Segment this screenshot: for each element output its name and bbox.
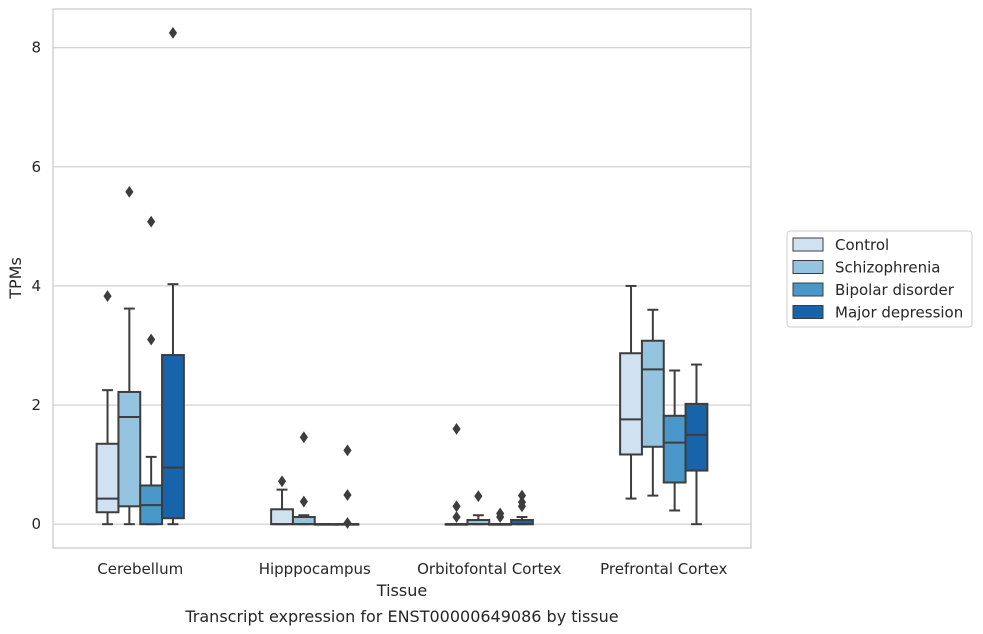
box-iqr (684, 402, 709, 472)
box-iqr (270, 508, 294, 526)
outlier-point (343, 444, 352, 457)
box-3-0 (619, 284, 643, 500)
box-1-3 (335, 444, 360, 529)
box-3-3 (684, 363, 709, 526)
legend-swatch (792, 237, 824, 252)
outlier-point (474, 490, 483, 503)
plot-frame (52, 8, 752, 549)
chart-caption: Transcript expression for ENST0000064908… (184, 607, 618, 626)
outlier-point (452, 511, 461, 523)
legend-label: Bipolar disorder (835, 281, 955, 299)
y-tick-label: 0 (31, 515, 41, 533)
outlier-point (147, 333, 156, 346)
x-tick-label: Orbitofontal Cortex (417, 560, 561, 578)
box-1-0 (270, 475, 294, 526)
outlier-point (343, 489, 352, 501)
legend-swatch (792, 260, 824, 274)
y-tick-label: 2 (31, 396, 41, 414)
outlier-point (168, 26, 178, 39)
legend-item: Schizophrenia (792, 259, 940, 277)
gridlines (53, 47, 751, 525)
box-0-2 (139, 215, 164, 526)
y-axis-label: TPMs (6, 257, 25, 300)
x-tick-label: Hipppocampus (259, 560, 371, 578)
outlier-point (147, 215, 156, 228)
legend-swatch (792, 282, 824, 297)
outlier-point (452, 500, 461, 513)
legend: Control Schizophrenia Bipolar disorder Majo… (786, 230, 973, 328)
box-iqr (640, 339, 665, 448)
outlier-point (496, 507, 505, 520)
legend-swatch (792, 305, 824, 319)
box-1-1 (291, 431, 316, 526)
box-0-3 (161, 26, 185, 526)
outlier-point (299, 495, 308, 508)
box-2-2 (488, 507, 513, 526)
legend-frame (786, 230, 973, 328)
box-3-2 (662, 369, 687, 512)
y-axis-ticks: 0 2 4 6 8 (31, 39, 41, 533)
box-iqr (95, 442, 120, 514)
legend-label: Control (835, 236, 889, 254)
box-0-1 (117, 185, 142, 526)
outlier-point (277, 475, 287, 488)
box-iqr (662, 414, 687, 484)
box-iqr (161, 354, 185, 520)
legend-item: Major depression (792, 304, 963, 322)
box-0-0 (95, 290, 120, 526)
outlier-point (125, 185, 134, 198)
legend-item: Control (792, 236, 889, 254)
box-1-2 (313, 523, 338, 526)
x-tick-label: Cerebellum (97, 560, 183, 578)
box-iqr (291, 516, 316, 526)
box-plot-marks (95, 26, 709, 529)
y-tick-label: 4 (31, 277, 41, 295)
outlier-point (517, 496, 527, 509)
outlier-point (103, 290, 112, 302)
box-2-0 (444, 422, 469, 526)
legend-label: Schizophrenia (835, 259, 940, 277)
legend-item: Bipolar disorder (792, 281, 955, 299)
y-tick-label: 6 (31, 158, 41, 176)
x-tick-label: Prefrontal Cortex (600, 560, 727, 578)
y-tick-label: 8 (31, 39, 41, 57)
box-iqr (117, 390, 142, 508)
outlier-point (517, 489, 527, 502)
outlier-point (343, 517, 352, 529)
box-2-3 (510, 489, 534, 526)
outlier-point (299, 431, 308, 444)
outlier-point (452, 422, 461, 435)
x-axis-ticks: Cerebellum Hipppocampus Orbitofontal Corte… (97, 560, 727, 578)
legend-label: Major depression (835, 304, 963, 322)
box-2-1 (466, 490, 491, 526)
x-axis-label: Tissue (376, 581, 427, 600)
box-iqr (619, 352, 643, 456)
box-3-1 (640, 308, 665, 497)
